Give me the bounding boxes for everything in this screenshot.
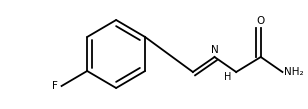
Text: H: H <box>224 72 231 82</box>
Text: F: F <box>52 81 58 91</box>
Text: N: N <box>211 45 218 55</box>
Text: O: O <box>257 16 265 26</box>
Text: NH₂: NH₂ <box>284 67 304 77</box>
